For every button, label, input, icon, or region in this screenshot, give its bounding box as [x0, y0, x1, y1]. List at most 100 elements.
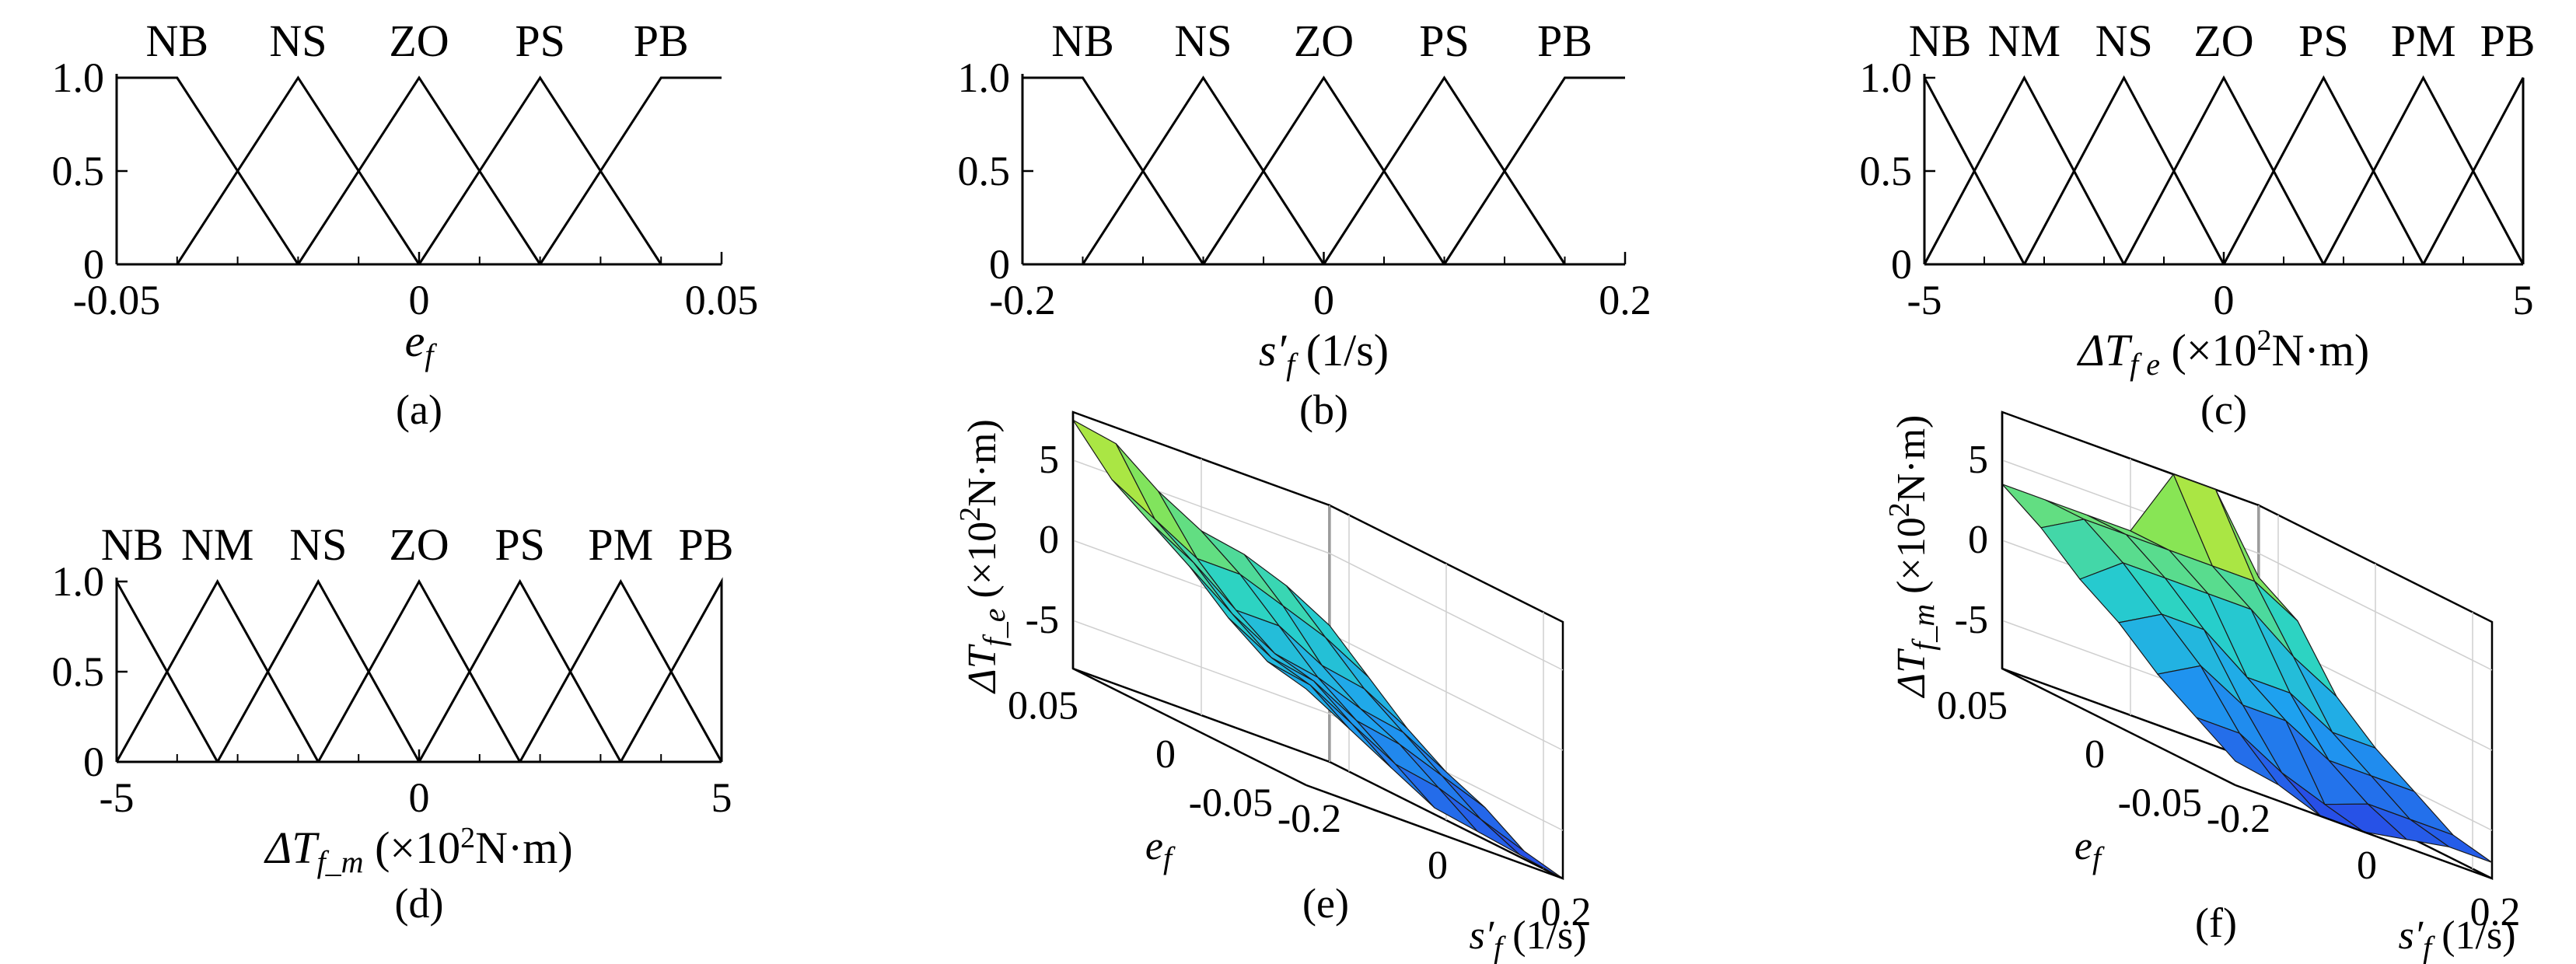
- s-axis-line: [1305, 784, 1564, 880]
- z-tick-label: 0: [1968, 518, 1988, 562]
- e-axis-label: ef: [1145, 824, 1176, 875]
- x-tick-label: -0.05: [73, 277, 160, 323]
- x-tick-label: 0: [1313, 277, 1334, 323]
- panel-caption: (b): [1299, 386, 1348, 433]
- set-label-ps: PS: [495, 519, 545, 570]
- s-tick-label: 0: [2357, 844, 2377, 888]
- y-tick-label: 1.0: [958, 54, 1011, 101]
- x-tick-label: 0.2: [1599, 277, 1652, 323]
- s-tick-label: 0: [1428, 844, 1448, 888]
- ylabel-unit: (1/s): [1502, 913, 1586, 958]
- membership-curve-pb: [619, 577, 723, 763]
- y-tick-label: 0: [1891, 241, 1912, 288]
- xlabel-subscript: f e: [2130, 347, 2160, 382]
- membership-curve-nb: [117, 76, 299, 265]
- membership-curve-pm: [519, 578, 723, 763]
- membership-curve-nb: [1022, 76, 1204, 265]
- set-label-pb: PB: [1537, 16, 1592, 66]
- set-label-pb: PB: [2480, 16, 2536, 66]
- e-tick-label: 0: [1155, 732, 1176, 777]
- xlabel-symbol: s′: [1259, 325, 1288, 375]
- s-tick-label: -0.2: [1278, 797, 1341, 841]
- s-tick-label: 0.2: [2470, 890, 2521, 934]
- surface-patch: [2410, 819, 2493, 863]
- x-axis-label: ef: [405, 316, 438, 372]
- x-tick-label: 0: [409, 774, 430, 821]
- set-label-zo: ZO: [1294, 16, 1354, 66]
- membership-curve-nb: [1923, 77, 2025, 265]
- x-tick-label: 0: [2214, 277, 2235, 323]
- x-axis-label: ΔTf_m (×102N·m): [264, 822, 572, 879]
- x-tick-label: -0.2: [989, 277, 1055, 323]
- xlabel-subscript: f: [1163, 840, 1176, 875]
- zlabel-superscript: 2: [954, 507, 987, 522]
- zlabel-unit: (×10: [1889, 517, 1934, 604]
- y-tick-label: 1.0: [52, 54, 105, 101]
- set-label-ps: PS: [515, 16, 565, 66]
- xlabel-symbol: e: [405, 316, 425, 366]
- e-axis-line: [2001, 667, 2236, 787]
- membership-curve-ns: [176, 75, 421, 265]
- zlabel-subscript: f_m: [1906, 604, 1941, 651]
- y-tick-label: 1.0: [52, 558, 105, 605]
- y-tick-label: 0.5: [52, 148, 105, 194]
- zlabel-subscript: f_e: [977, 608, 1012, 646]
- set-label-ns: NS: [2095, 16, 2153, 66]
- membership-curve-zo: [316, 578, 522, 763]
- set-label-ps: PS: [1419, 16, 1470, 66]
- set-label-nb: NB: [1909, 16, 1972, 66]
- x-tick-label: 0: [409, 277, 430, 323]
- x-tick-label: 5: [2513, 277, 2534, 323]
- x-tick-label: -5: [100, 774, 135, 821]
- set-label-zo: ZO: [2193, 16, 2253, 66]
- y-tick-label: 0.5: [1860, 148, 1913, 194]
- xlabel-symbol: e: [2074, 824, 2092, 868]
- set-label-ns: NS: [269, 16, 327, 66]
- z-tick-label: 5: [1968, 438, 1988, 482]
- membership-curve-ps: [418, 75, 662, 265]
- xlabel-symbol: ΔT: [2077, 325, 2133, 375]
- set-label-nm: NM: [181, 519, 253, 570]
- set-label-nb: NB: [101, 519, 164, 570]
- z-tick-label: 5: [1039, 438, 1059, 482]
- membership-curve-ns: [216, 578, 421, 763]
- e-tick-label: 0: [2085, 732, 2105, 777]
- e-tick-label: 0.05: [1008, 684, 1078, 728]
- xlabel-symbol: e: [1145, 824, 1163, 868]
- set-label-ns: NS: [289, 519, 347, 570]
- panel-caption: (e): [1302, 880, 1349, 927]
- set-label-ps: PS: [2298, 16, 2349, 66]
- s-axis-label: s′f (1/s): [2398, 913, 2515, 964]
- membership-curve-ns: [2023, 75, 2225, 265]
- s-axis-label: s′f (1/s): [1469, 913, 1586, 964]
- x-axis-label: s′f (1/s): [1259, 325, 1389, 382]
- x-tick-label: 0.05: [685, 277, 759, 323]
- z-axis-label: ΔTf_e (×102N·m): [954, 419, 1012, 694]
- e-tick-label: -0.05: [1189, 781, 1273, 826]
- set-label-zo: ZO: [389, 519, 449, 570]
- membership-curve-zo: [2123, 75, 2325, 265]
- membership-curve-ns: [1082, 75, 1325, 265]
- e-axis-line: [1072, 667, 1307, 787]
- set-label-pm: PM: [588, 519, 653, 570]
- panel-b-membership-plot: 00.51.0-0.2 0 0.2NB NS ZO PS PBs′f (1/s)(b): [958, 16, 1652, 433]
- xlabel-subscript: f: [2092, 840, 2105, 875]
- set-label-pb: PB: [634, 16, 689, 66]
- z-tick-label: -5: [1026, 598, 1059, 642]
- z-axis-label: ΔTf_m (×102N·m): [1883, 415, 1941, 699]
- set-label-nm: NM: [1988, 16, 2060, 66]
- x-axis-label: ΔTf e (×102N·m): [2077, 324, 2369, 382]
- z-tick-label: 0: [1039, 518, 1059, 562]
- s-axis-line: [2235, 784, 2493, 880]
- membership-curve-ps: [1323, 75, 1566, 265]
- e-tick-label: 0.05: [1937, 684, 2008, 728]
- zlabel-symbol: ΔT: [960, 644, 1005, 694]
- zlabel-unit-end: N·m): [1889, 415, 1934, 503]
- ylabel-unit: (1/s): [2431, 913, 2515, 958]
- y-tick-label: 0.5: [958, 148, 1011, 194]
